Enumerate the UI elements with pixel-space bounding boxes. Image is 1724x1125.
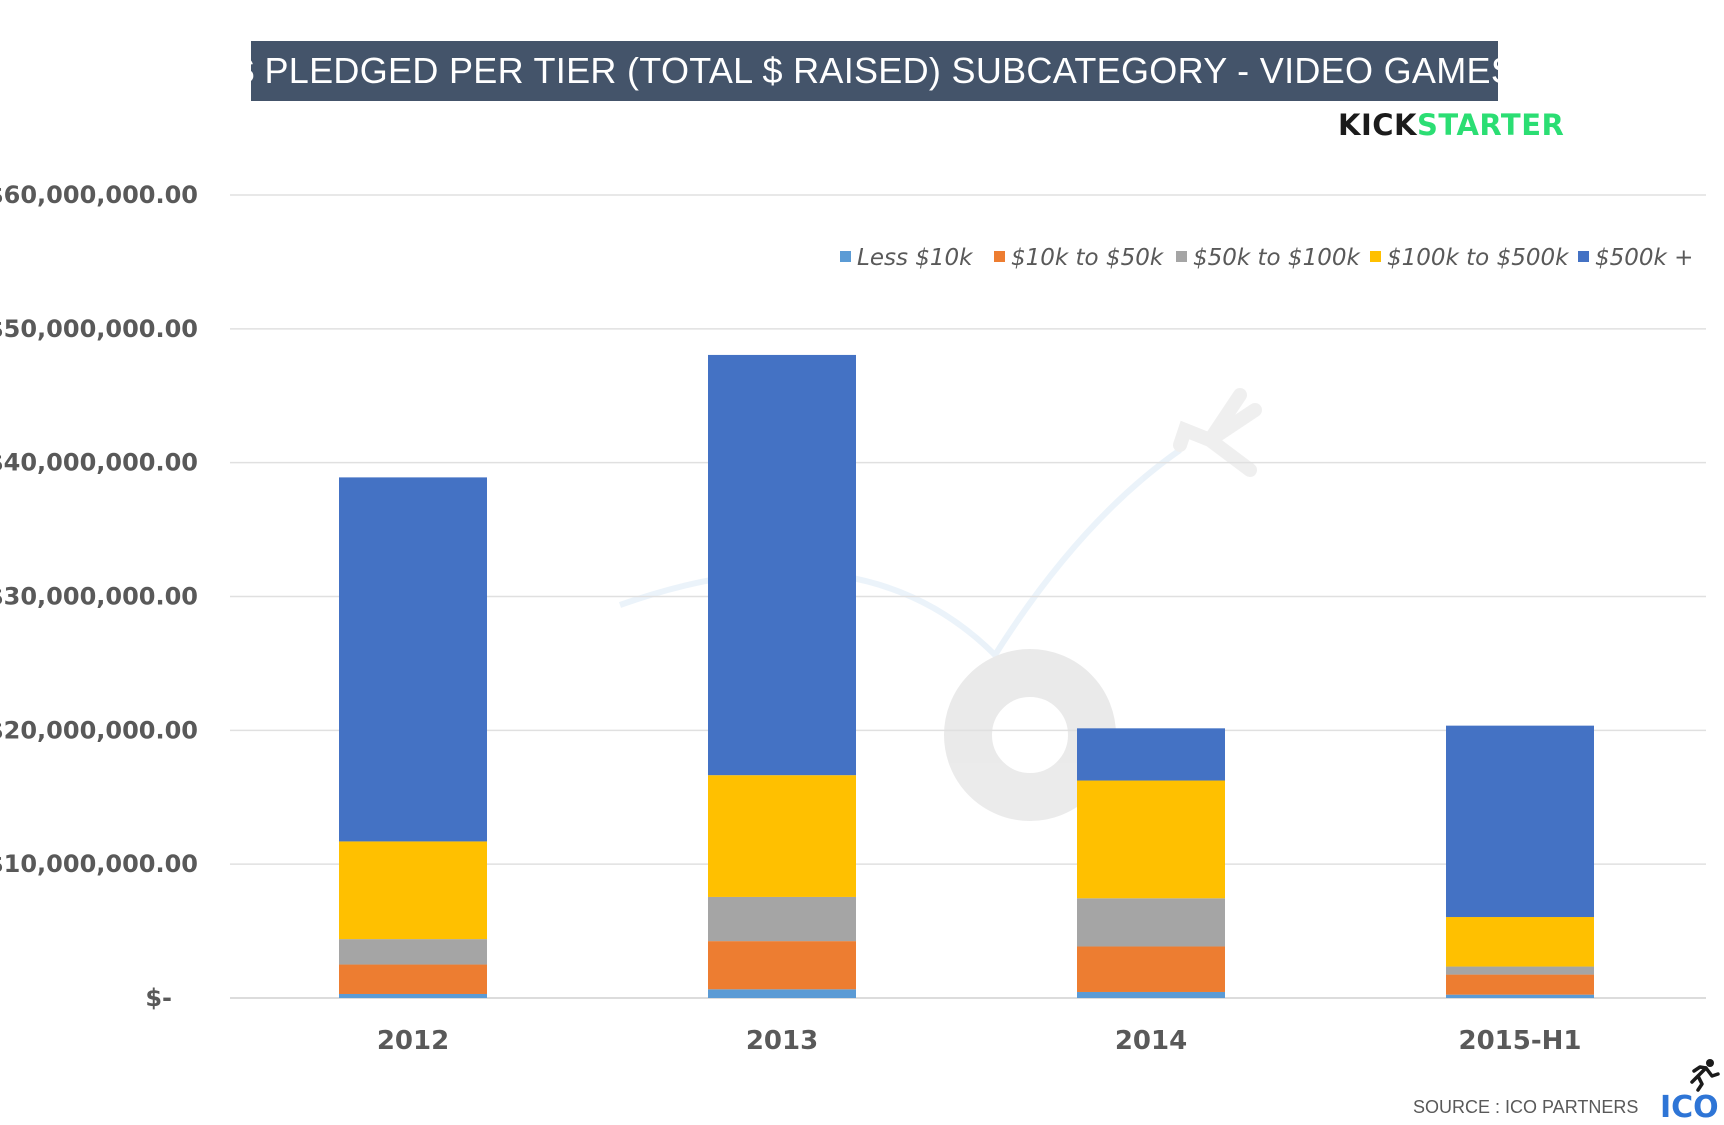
- bar-segment: [339, 964, 487, 994]
- legend-swatch: [994, 251, 1005, 262]
- y-tick-label: $10,000,000.00: [0, 850, 198, 878]
- x-tick-label: 2012: [377, 1026, 449, 1056]
- chart-title: $ PLEDGED PER TIER (TOTAL $ RAISED) SUBC…: [234, 41, 1515, 101]
- ico-logo: ICO: [1660, 1090, 1719, 1125]
- y-tick-label: $40,000,000.00: [0, 449, 198, 477]
- bar-segment: [339, 477, 487, 842]
- brand-kick: KICK: [1338, 108, 1418, 142]
- y-tick-label: $50,000,000.00: [0, 315, 198, 343]
- bar-segment: [1077, 780, 1225, 899]
- bar-segment: [708, 775, 856, 897]
- y-tick-label: $30,000,000.00: [0, 583, 198, 611]
- bar-segment: [1446, 725, 1594, 918]
- y-tick-label: $-: [145, 984, 172, 1012]
- bar-segment: [1446, 974, 1594, 995]
- bar-segment: [1446, 966, 1594, 975]
- bar-segment: [339, 939, 487, 965]
- x-tick-label: 2013: [746, 1026, 818, 1056]
- y-tick-label: $60,000,000.00: [0, 181, 198, 209]
- bar-segment: [1077, 946, 1225, 992]
- bar-segment: [1077, 991, 1225, 998]
- brand-starter: STARTER: [1417, 108, 1565, 142]
- bar-segment: [1077, 898, 1225, 947]
- legend-swatch: [1578, 251, 1589, 262]
- kickstarter-logo: KICKSTARTER: [1338, 108, 1564, 142]
- bar-segment: [1077, 728, 1225, 781]
- bar-segment: [708, 941, 856, 990]
- x-tick-label: 2015-H1: [1458, 1026, 1581, 1056]
- bar-segment: [1446, 994, 1594, 998]
- bar-segment: [339, 993, 487, 998]
- legend-label: $100k to $500k: [1387, 245, 1570, 271]
- x-tick-label: 2014: [1115, 1026, 1187, 1056]
- legend-swatch: [840, 251, 851, 262]
- legend-swatch: [1176, 251, 1187, 262]
- runner-icon: [1686, 1058, 1720, 1097]
- legend-label: Less $10k: [857, 245, 974, 271]
- legend-label: $10k to $50k: [1011, 245, 1165, 271]
- bar-segment: [708, 354, 856, 776]
- bar-segment: [708, 989, 856, 998]
- legend-label: $500k +: [1595, 245, 1693, 271]
- bar-segment: [339, 841, 487, 940]
- source-label: SOURCE : ICO PARTNERS: [1413, 1097, 1639, 1117]
- bar-segment: [1446, 917, 1594, 967]
- legend-label: $50k to $100k: [1193, 245, 1361, 271]
- bar-segment: [708, 896, 856, 942]
- legend-swatch: [1370, 251, 1381, 262]
- y-tick-label: $20,000,000.00: [0, 716, 198, 744]
